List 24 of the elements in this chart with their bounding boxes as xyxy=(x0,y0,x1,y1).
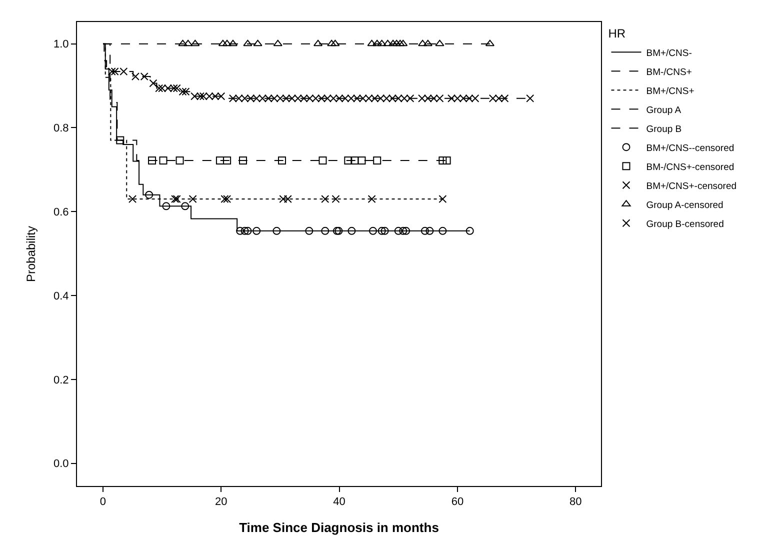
y-tick-label: 0.2 xyxy=(54,374,69,386)
legend-label: Group B-censored xyxy=(646,218,724,230)
x-tick-label: 0 xyxy=(100,496,106,508)
y-tick-label: 0.4 xyxy=(54,290,69,302)
legend-label: BM+/CNS+-censored xyxy=(646,180,737,192)
legend-label: Group A xyxy=(646,104,682,116)
legend-label: BM+/CNS--censored xyxy=(646,142,734,154)
legend-label: BM-/CNS+-censored xyxy=(646,162,734,173)
x-axis-title: Time Since Diagnosis in months xyxy=(239,520,439,535)
legend-label: Group B xyxy=(646,124,682,135)
x-tick-label: 80 xyxy=(569,496,582,508)
legend-label: BM+/CNS- xyxy=(646,48,692,59)
legend-label: BM-/CNS+ xyxy=(646,66,692,78)
legend-label: Group A-censored xyxy=(646,200,724,211)
x-tick-label: 60 xyxy=(451,496,464,508)
y-tick-label: 0.8 xyxy=(54,122,69,135)
x-tick-label: 20 xyxy=(215,496,228,508)
legend-title: HR xyxy=(608,26,626,41)
y-tick-label: 0.0 xyxy=(54,458,69,470)
y-axis-title: Probability xyxy=(24,226,38,282)
y-tick-label: 0.6 xyxy=(54,206,69,218)
y-tick-label: 1.0 xyxy=(54,38,69,51)
legend-label: BM+/CNS+ xyxy=(646,86,695,97)
x-tick-label: 40 xyxy=(333,496,346,508)
